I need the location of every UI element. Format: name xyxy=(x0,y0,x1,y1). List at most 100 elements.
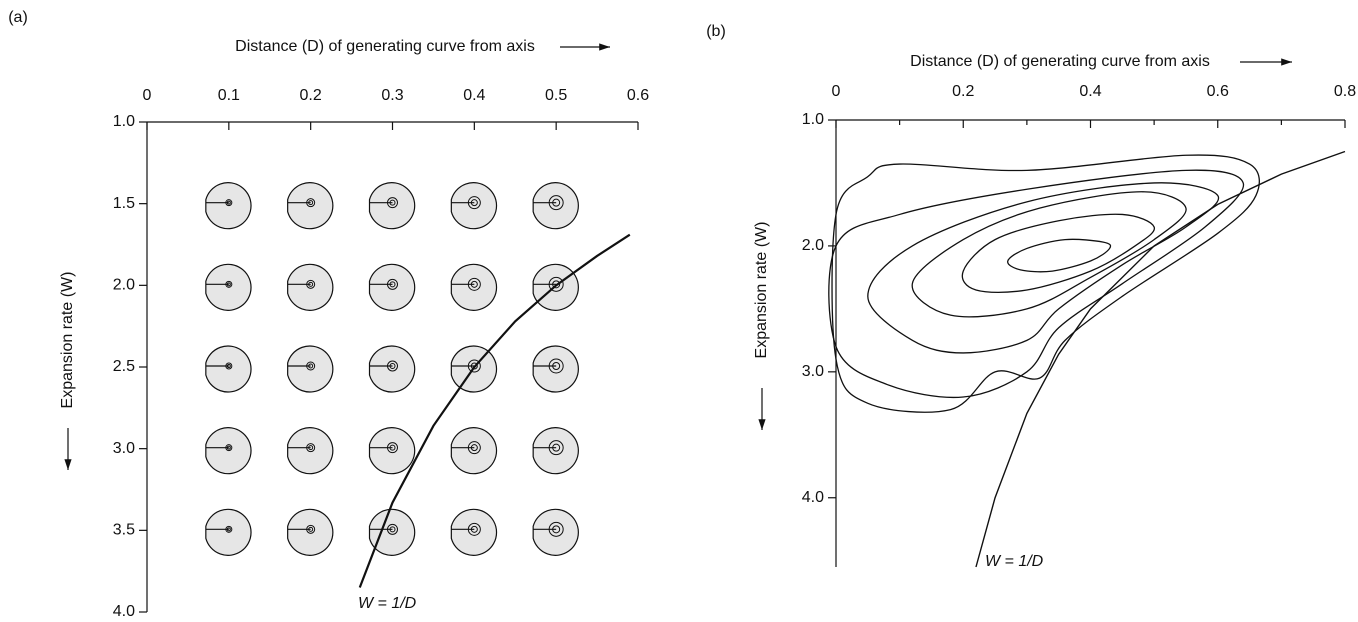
shell-coil xyxy=(470,362,478,370)
shell xyxy=(450,263,498,311)
shell xyxy=(205,508,252,556)
shell-body xyxy=(368,182,416,230)
x-tick-label: 0.1 xyxy=(218,87,240,104)
shell-coil xyxy=(470,444,478,452)
shell-coil xyxy=(470,199,478,207)
shell-coil xyxy=(387,278,398,290)
shell-coil xyxy=(226,364,231,368)
shell xyxy=(205,345,252,393)
shell-coil xyxy=(548,521,564,537)
shell-coil xyxy=(470,525,478,533)
shell-coil xyxy=(387,523,398,535)
shell-coil xyxy=(306,524,316,534)
panel-label: (b) xyxy=(706,23,726,40)
x-tick-label: 0 xyxy=(832,83,841,100)
curve xyxy=(975,150,1346,568)
curve xyxy=(358,233,631,588)
y-tick-label: 2.5 xyxy=(113,358,135,375)
shell xyxy=(368,263,416,311)
shell-coil xyxy=(306,198,316,208)
y-axis-label: Expansion rate (W) xyxy=(753,222,770,359)
shell xyxy=(532,345,579,393)
x-tick-label: 0.4 xyxy=(463,87,485,104)
shell-coil xyxy=(552,525,561,534)
y-tick-label: 3.0 xyxy=(113,440,135,457)
curve-label: W = 1/D xyxy=(358,595,417,612)
shell-coil xyxy=(226,527,231,532)
shell-coil xyxy=(552,280,561,289)
shell-coil xyxy=(552,362,561,370)
shell-coil xyxy=(225,362,233,370)
shell-coil xyxy=(387,360,398,372)
shell-coil xyxy=(470,280,478,288)
x-tick-label: 0.5 xyxy=(545,87,567,104)
shell-coil xyxy=(467,196,481,210)
x-axis-label: Distance (D) of generating curve from ax… xyxy=(910,53,1210,70)
shell xyxy=(450,427,498,475)
shell-coil xyxy=(387,197,398,209)
shell-coil xyxy=(226,445,231,450)
shell-coil xyxy=(548,195,564,211)
y-tick-label: 1.5 xyxy=(113,195,135,212)
contour xyxy=(1007,238,1112,273)
shell-coil xyxy=(308,363,314,369)
shell-coil xyxy=(225,280,233,288)
shell-coil xyxy=(548,440,564,456)
shell-body xyxy=(368,345,416,393)
shell-coil xyxy=(467,277,481,291)
shell-coil xyxy=(552,198,561,207)
shell xyxy=(450,182,498,230)
panel-label: (a) xyxy=(8,9,28,26)
shell-coil xyxy=(389,526,396,533)
x-tick-label: 0 xyxy=(143,87,152,104)
shell-coil xyxy=(548,276,564,292)
y-tick-label: 4.0 xyxy=(113,603,135,620)
shell xyxy=(532,182,579,230)
shell xyxy=(368,427,416,475)
shell-coil xyxy=(226,200,231,205)
contour xyxy=(867,182,1220,354)
x-tick-label: 0.6 xyxy=(1207,83,1229,100)
shell-coil xyxy=(306,279,316,289)
x-tick-label: 0.8 xyxy=(1334,83,1356,100)
shell-coil xyxy=(306,443,316,453)
shell xyxy=(287,182,334,230)
shell-coil xyxy=(467,522,481,536)
shell xyxy=(205,182,252,230)
shell-coil xyxy=(389,199,396,206)
x-tick-label: 0.2 xyxy=(952,83,974,100)
shell-coil xyxy=(387,442,398,454)
y-tick-label: 2.0 xyxy=(802,237,824,254)
shell-coil xyxy=(548,358,564,374)
shell-coil xyxy=(308,526,314,532)
shell-coil xyxy=(389,281,396,288)
shell-coil xyxy=(306,361,316,371)
y-tick-label: 2.0 xyxy=(113,277,135,294)
shell-body xyxy=(287,345,334,393)
shell xyxy=(287,427,334,475)
shell-body xyxy=(368,508,416,556)
shell-coil xyxy=(225,525,233,533)
x-tick-label: 0.2 xyxy=(300,87,322,104)
shell-coil xyxy=(225,444,233,452)
shell-coil xyxy=(308,281,314,287)
shell xyxy=(368,182,416,230)
x-tick-label: 0.6 xyxy=(627,87,649,104)
shell xyxy=(205,263,252,311)
y-axis-label: Expansion rate (W) xyxy=(59,272,76,409)
shell-coil xyxy=(467,359,481,373)
shell-coil xyxy=(226,282,231,287)
shell xyxy=(368,345,416,393)
shell-body xyxy=(368,263,416,311)
x-axis-label: Distance (D) of generating curve from ax… xyxy=(235,38,535,55)
shell-body xyxy=(287,182,334,230)
shell xyxy=(287,263,334,311)
contour xyxy=(828,169,1244,399)
shell xyxy=(532,508,579,556)
x-tick-label: 0.4 xyxy=(1079,83,1101,100)
shell xyxy=(450,508,498,556)
shell-coil xyxy=(467,441,481,455)
shell xyxy=(205,427,252,475)
shell xyxy=(287,508,334,556)
curve-label: W = 1/D xyxy=(985,553,1044,570)
